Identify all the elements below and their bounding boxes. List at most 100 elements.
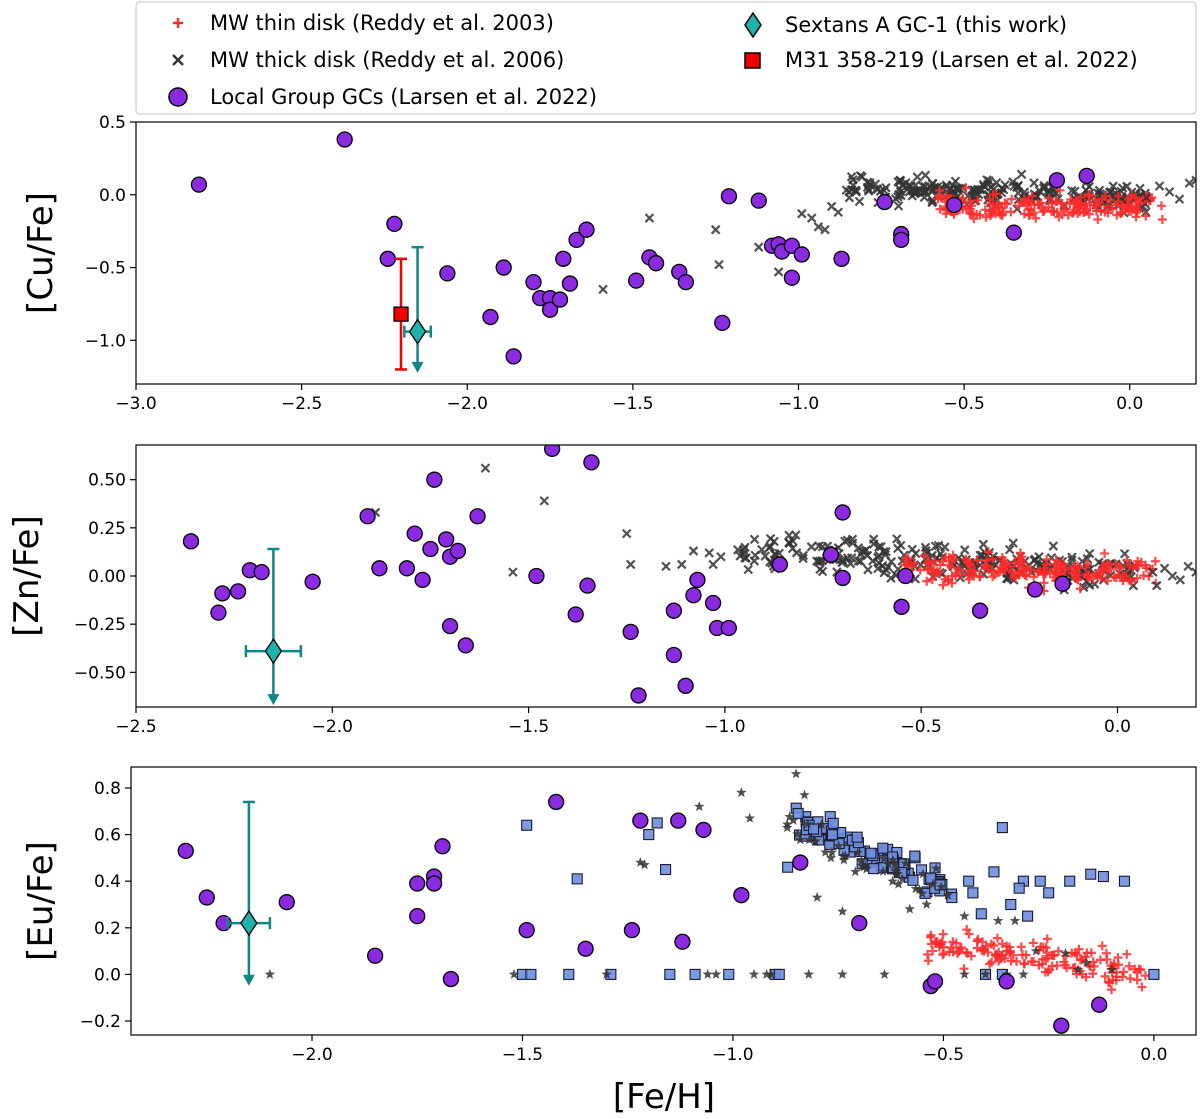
thin-disk-point xyxy=(1100,191,1110,201)
thick-disk-point xyxy=(896,540,906,551)
thin-disk-point xyxy=(980,205,990,215)
local-group-gc-point xyxy=(379,250,396,267)
thin-disk-point xyxy=(965,204,975,214)
thick-disk-point xyxy=(798,553,808,564)
cu-xtick-label: −1.5 xyxy=(612,394,653,414)
cu-xtick-label: −3.0 xyxy=(115,394,156,414)
thin-disk-point xyxy=(1005,561,1015,571)
blue-square-point xyxy=(963,875,975,887)
local-group-gc-point xyxy=(834,504,851,521)
thin-disk-point xyxy=(972,209,982,219)
thick-disk-point xyxy=(539,496,550,506)
eu-xtick-label: −0.5 xyxy=(923,1045,964,1065)
local-group-gc-point xyxy=(689,571,706,589)
thick-disk-point xyxy=(773,267,784,277)
thick-disk-point xyxy=(676,559,687,570)
thick-disk-star xyxy=(820,846,831,857)
thick-disk-star xyxy=(816,819,827,830)
thick-disk-point xyxy=(912,172,923,182)
thin-disk-point xyxy=(1131,192,1141,202)
thick-disk-point xyxy=(1135,183,1145,194)
thin-disk-point xyxy=(983,547,993,557)
thin-disk-point xyxy=(1057,199,1067,209)
local-group-gc-point xyxy=(482,308,499,326)
blue-square-point xyxy=(1118,875,1130,887)
thick-disk-star xyxy=(904,903,915,914)
thick-disk-point xyxy=(886,556,897,567)
thick-disk-point xyxy=(1174,194,1185,204)
thin-disk-point xyxy=(1157,214,1167,224)
local-group-gc-point xyxy=(833,250,850,267)
thin-disk-point xyxy=(932,567,942,577)
thin-disk-point xyxy=(933,191,943,201)
blue-square-point xyxy=(975,908,987,920)
local-group-gc-point xyxy=(425,875,443,892)
thick-disk-star xyxy=(992,915,1004,926)
thick-disk-point xyxy=(1082,554,1093,564)
thin-disk-point xyxy=(927,574,937,584)
thick-disk-point xyxy=(764,542,774,553)
thin-disk-point xyxy=(1039,578,1049,588)
panel-eu-xlabel: [Fe/H] xyxy=(613,1077,715,1117)
local-group-gc-point xyxy=(665,602,683,619)
blue-square-point xyxy=(877,842,889,854)
legend-sextans-a-marker xyxy=(744,11,762,39)
thick-disk-point xyxy=(893,177,903,187)
panel-eu-frame xyxy=(130,766,1197,1036)
eu-xtick-label: −2.0 xyxy=(291,1045,332,1065)
thin-disk-point xyxy=(985,194,995,204)
thick-disk-star xyxy=(878,853,890,864)
thick-disk-point xyxy=(1183,561,1193,572)
eu-xtick-label: −1.0 xyxy=(712,1045,753,1065)
thin-disk-point xyxy=(927,565,937,575)
blue-square-point xyxy=(689,968,701,980)
local-group-gc-point xyxy=(409,907,426,925)
panel-eu-marks xyxy=(177,768,1160,1034)
thick-disk-point xyxy=(1154,181,1165,191)
thin-disk-point xyxy=(938,950,948,960)
thick-disk-point xyxy=(1175,575,1186,585)
thick-disk-point xyxy=(1141,192,1152,203)
local-group-gc-point xyxy=(623,921,641,939)
thin-disk-point xyxy=(934,568,944,578)
thin-disk-point xyxy=(948,937,958,947)
thin-disk-point xyxy=(1069,565,1079,575)
thick-disk-point xyxy=(973,189,984,200)
thick-disk-star xyxy=(803,968,814,979)
local-group-gc-point xyxy=(665,646,683,664)
thin-disk-point xyxy=(1038,954,1048,964)
thick-disk-point xyxy=(749,534,760,545)
thin-disk-point xyxy=(947,555,957,565)
thick-disk-point xyxy=(883,562,893,572)
thin-disk-point xyxy=(972,943,982,953)
local-group-gc-point xyxy=(1078,167,1095,185)
thin-disk-point xyxy=(1005,947,1015,957)
thin-disk-point xyxy=(1034,200,1044,210)
thick-disk-point xyxy=(1048,541,1059,551)
thin-disk-point xyxy=(1100,548,1110,558)
thick-disk-point xyxy=(1151,580,1162,591)
thick-disk-star xyxy=(891,868,902,878)
local-group-gc-point xyxy=(541,301,559,318)
local-group-gc-point xyxy=(647,255,665,272)
cu-ytick-label: −0.5 xyxy=(85,259,126,279)
thick-disk-star xyxy=(1072,964,1084,975)
thick-disk-star xyxy=(837,968,848,979)
thin-disk-point xyxy=(940,574,950,584)
thick-disk-point xyxy=(978,539,989,550)
local-group-gc-point xyxy=(720,619,737,637)
local-group-gc-point xyxy=(893,231,910,249)
thick-disk-point xyxy=(1008,177,1018,187)
thick-disk-point xyxy=(853,556,864,566)
thin-disk-point xyxy=(1047,198,1057,208)
thin-disk-point xyxy=(909,558,919,568)
thin-disk-point xyxy=(1091,569,1101,579)
eu-ytick-label: −0.2 xyxy=(80,1012,121,1032)
thin-disk-point xyxy=(1090,195,1100,205)
thick-disk-point xyxy=(1004,544,1015,555)
thin-disk-point xyxy=(994,947,1004,957)
zn-ytick-label: −0.25 xyxy=(74,615,126,635)
thin-disk-point xyxy=(985,959,995,969)
thin-disk-point xyxy=(986,939,996,949)
thick-disk-star xyxy=(930,863,942,873)
